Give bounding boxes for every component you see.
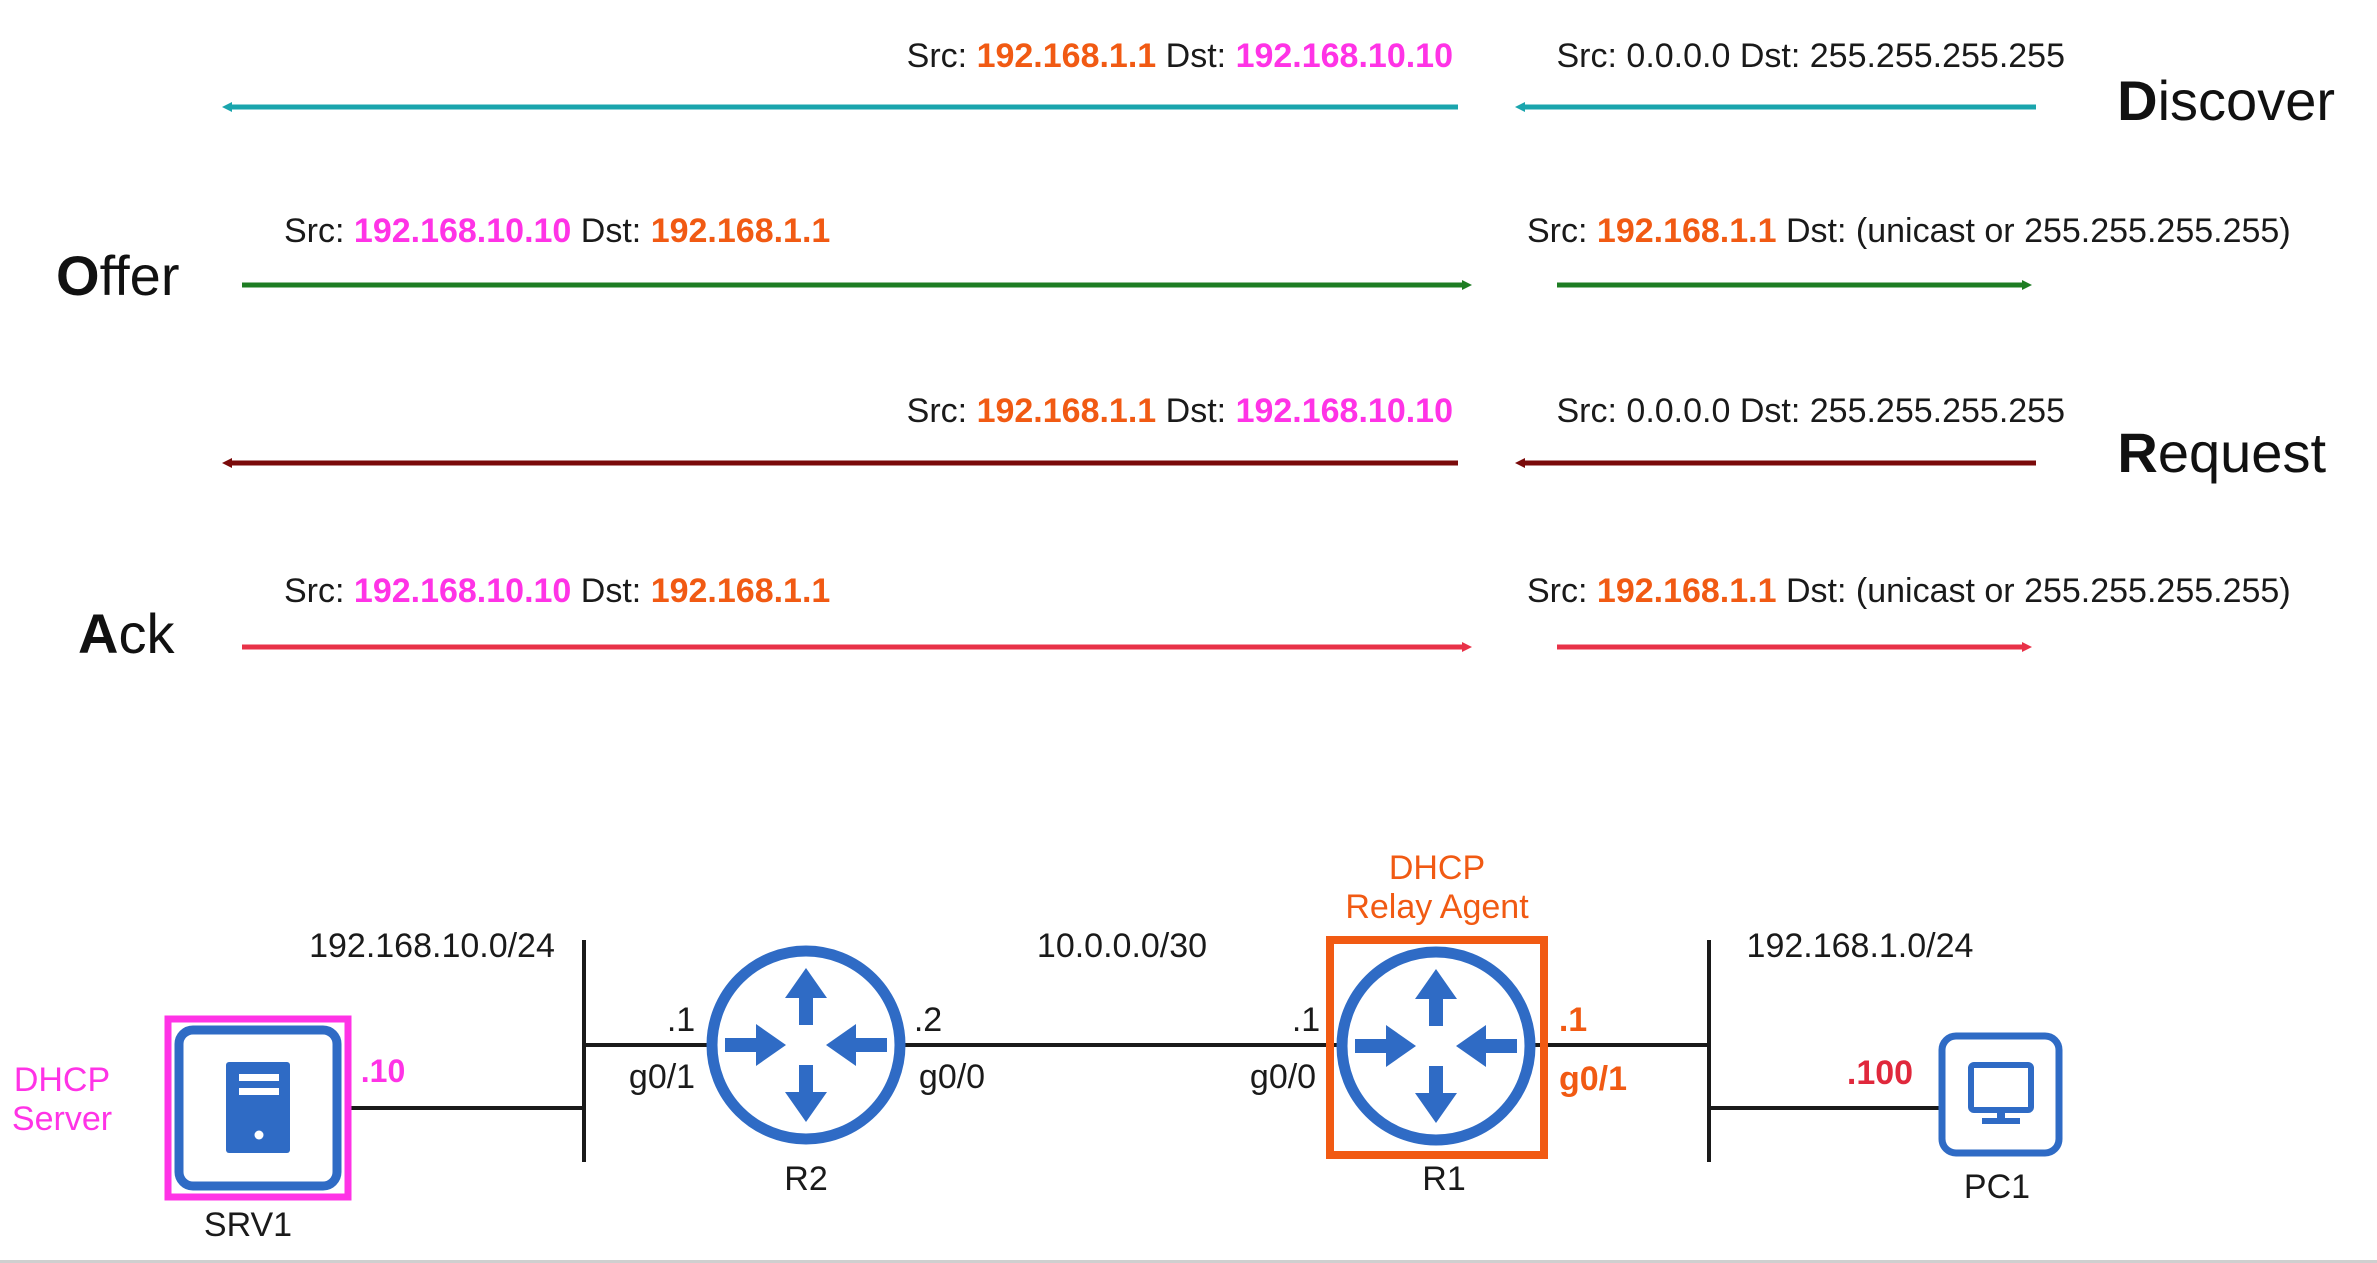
r2-right-interface: g0/0	[919, 1058, 985, 1096]
monitor-icon	[1968, 1062, 2034, 1124]
discover-title: Discover	[2117, 69, 2335, 132]
r1-right-ip: .1	[1559, 1001, 1587, 1039]
r2-router[interactable]: R2	[706, 945, 906, 1198]
r2-router-icon	[706, 945, 906, 1145]
ack-row: Ack Src: 192.168.10.10 Dst: 192.168.1.1 …	[78, 572, 2291, 665]
r2-left-interface: g0/1	[629, 1058, 695, 1096]
request-title: Request	[2117, 421, 2326, 484]
offer-title: Offer	[56, 244, 179, 307]
server-icon-frame	[174, 1025, 342, 1191]
r2-name: R2	[784, 1160, 827, 1198]
r1-role-line2: Relay Agent	[1345, 888, 1529, 926]
server-highlight-box	[164, 1015, 352, 1201]
r1-router[interactable]: R1	[1326, 936, 1548, 1198]
ack-seg1-label: Src: 192.168.10.10 Dst: 192.168.1.1	[284, 572, 830, 610]
pc1-host-octet: .100	[1847, 1054, 1913, 1092]
pc-icon-frame	[1938, 1032, 2063, 1157]
r2-right-ip: .2	[914, 1001, 942, 1039]
client-lan-label: 192.168.1.0/24	[1747, 927, 1974, 965]
r1-router-icon	[1336, 946, 1536, 1146]
srv1-device[interactable]: SRV1	[164, 1015, 352, 1244]
r1-router-arrows-icon	[1355, 969, 1517, 1123]
srv1-name: SRV1	[204, 1206, 292, 1244]
topology: 192.168.10.0/24 10.0.0.0/30 192.168.1.0/…	[12, 849, 2063, 1244]
dhcp-server-role-line2: Server	[12, 1100, 112, 1138]
offer-seg2-label: Src: 192.168.1.1 Dst: (unicast or 255.25…	[1527, 212, 2291, 250]
server-icon	[226, 1062, 290, 1153]
discover-seg1-label: Src: 192.168.1.1 Dst: 192.168.10.10	[907, 37, 1453, 75]
offer-row: Offer Src: 192.168.10.10 Dst: 192.168.1.…	[56, 212, 2291, 307]
r1-name: R1	[1422, 1160, 1465, 1198]
ack-seg2-label: Src: 192.168.1.1 Dst: (unicast or 255.25…	[1527, 572, 2291, 610]
ack-title: Ack	[78, 602, 175, 665]
pc1-name: PC1	[1964, 1168, 2030, 1206]
r1-left-ip: .1	[1292, 1001, 1320, 1039]
relay-agent-highlight-box	[1326, 936, 1548, 1159]
pc1-device[interactable]: PC1	[1938, 1032, 2063, 1206]
bottom-divider	[0, 1260, 2377, 1263]
r1-left-interface: g0/0	[1250, 1058, 1316, 1096]
r2-router-arrows-icon	[725, 968, 887, 1122]
request-row: Src: 192.168.1.1 Dst: 192.168.10.10 Src:…	[222, 392, 2326, 484]
request-seg2-label: Src: 0.0.0.0 Dst: 255.255.255.255	[1557, 392, 2066, 430]
discover-seg2-label: Src: 0.0.0.0 Dst: 255.255.255.255	[1557, 37, 2066, 75]
srv1-host-octet: .10	[361, 1053, 405, 1089]
link-network-label: 10.0.0.0/30	[1037, 927, 1207, 965]
offer-seg1-label: Src: 192.168.10.10 Dst: 192.168.1.1	[284, 212, 830, 250]
request-seg1-label: Src: 192.168.1.1 Dst: 192.168.10.10	[907, 392, 1453, 430]
r1-role-line1: DHCP	[1389, 849, 1485, 887]
r2-left-ip: .1	[667, 1001, 695, 1039]
dhcp-server-role-line1: DHCP	[14, 1061, 110, 1099]
server-lan-label: 192.168.10.0/24	[309, 927, 555, 965]
r1-right-interface: g0/1	[1559, 1060, 1627, 1098]
discover-row: Src: 192.168.1.1 Dst: 192.168.10.10 Src:…	[222, 37, 2335, 132]
